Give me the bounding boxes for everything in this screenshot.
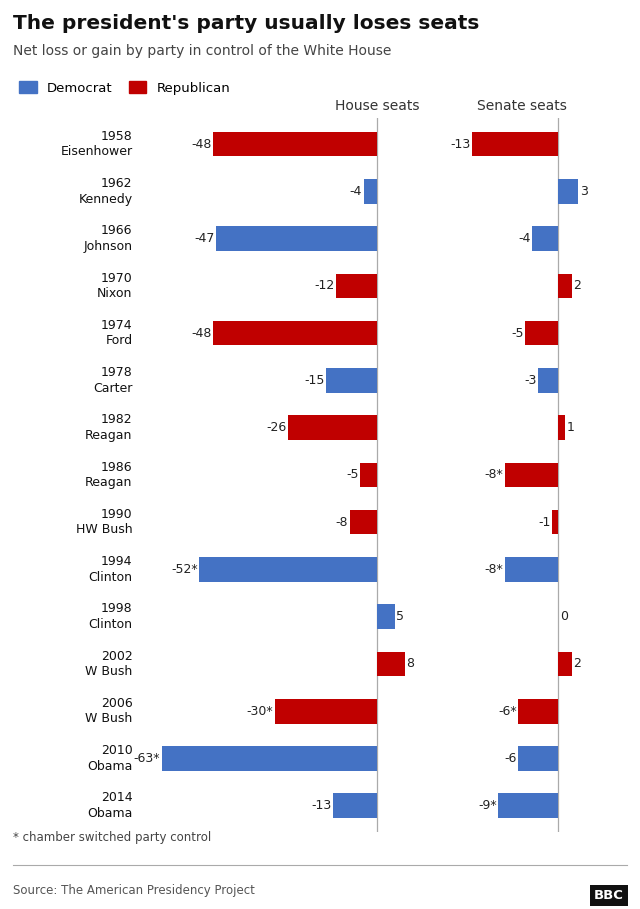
Text: 1966
Johnson: 1966 Johnson (83, 225, 132, 253)
Bar (350, 510, 378, 534)
Text: -30*: -30* (246, 704, 273, 718)
Bar (213, 132, 378, 156)
Text: -8*: -8* (485, 468, 504, 482)
Bar (199, 557, 378, 582)
Text: 1978
Carter: 1978 Carter (93, 366, 132, 395)
Bar (472, 132, 558, 156)
Legend: Democrat, Republican: Democrat, Republican (19, 81, 230, 95)
Bar (289, 415, 378, 440)
Text: -5: -5 (346, 468, 358, 482)
Text: -13: -13 (311, 799, 331, 813)
Bar (558, 415, 565, 440)
Text: Source: The American Presidency Project: Source: The American Presidency Project (13, 884, 255, 897)
Bar (216, 226, 378, 251)
Text: House seats: House seats (335, 99, 420, 114)
Bar (505, 557, 558, 582)
Bar (333, 794, 378, 818)
Bar (364, 179, 378, 204)
Text: The president's party usually loses seats: The president's party usually loses seat… (13, 14, 479, 33)
Text: Senate seats: Senate seats (477, 99, 566, 114)
Text: BBC: BBC (594, 889, 624, 902)
Bar (558, 652, 572, 676)
Text: -8: -8 (336, 515, 348, 529)
Text: 2002
W Bush: 2002 W Bush (85, 650, 132, 678)
Bar (558, 274, 572, 298)
Bar (532, 226, 558, 251)
Bar (518, 699, 558, 724)
Text: 2006
W Bush: 2006 W Bush (85, 697, 132, 725)
Text: 0: 0 (559, 610, 568, 624)
Text: 1958
Eisenhower: 1958 Eisenhower (60, 130, 132, 158)
Bar (360, 463, 378, 487)
Text: -52*: -52* (171, 563, 198, 576)
Bar (336, 274, 378, 298)
Text: 2010
Obama: 2010 Obama (87, 744, 132, 773)
Bar (378, 604, 394, 629)
Text: Net loss or gain by party in control of the White House: Net loss or gain by party in control of … (13, 44, 391, 57)
Bar (378, 652, 405, 676)
Text: -5: -5 (511, 326, 524, 340)
Bar (275, 699, 378, 724)
Text: 1970
Nixon: 1970 Nixon (97, 272, 132, 300)
Text: 1962
Kennedy: 1962 Kennedy (78, 177, 132, 205)
Text: 1990
HW Bush: 1990 HW Bush (76, 508, 132, 536)
Text: -47: -47 (195, 232, 214, 245)
Text: -8*: -8* (485, 563, 504, 576)
Bar (558, 179, 579, 204)
Bar (498, 794, 558, 818)
Text: -12: -12 (314, 279, 335, 293)
Text: -9*: -9* (478, 799, 497, 813)
Text: 2014
Obama: 2014 Obama (87, 792, 132, 820)
Text: * chamber switched party control: * chamber switched party control (13, 831, 211, 844)
Text: 3: 3 (580, 185, 588, 198)
Text: -6*: -6* (499, 704, 517, 718)
Text: -3: -3 (525, 374, 537, 387)
Text: 1986
Reagan: 1986 Reagan (85, 461, 132, 489)
Bar (552, 510, 558, 534)
Bar (161, 746, 378, 771)
Text: -4: -4 (518, 232, 531, 245)
Text: -26: -26 (266, 421, 287, 435)
Text: -15: -15 (304, 374, 324, 387)
Text: -63*: -63* (133, 752, 160, 765)
Text: -13: -13 (450, 137, 470, 151)
Bar (538, 368, 558, 393)
Text: -4: -4 (349, 185, 362, 198)
Text: 1994
Clinton: 1994 Clinton (88, 555, 132, 584)
Text: 2: 2 (573, 657, 581, 671)
Text: 2: 2 (573, 279, 581, 293)
Text: 8: 8 (406, 657, 415, 671)
Text: 1982
Reagan: 1982 Reagan (85, 414, 132, 442)
Bar (213, 321, 378, 345)
Text: 5: 5 (396, 610, 404, 624)
Text: 1974
Ford: 1974 Ford (101, 319, 132, 347)
Bar (505, 463, 558, 487)
Bar (326, 368, 378, 393)
Text: -1: -1 (538, 515, 550, 529)
Text: -48: -48 (191, 137, 211, 151)
Text: 1998
Clinton: 1998 Clinton (88, 603, 132, 631)
Text: -48: -48 (191, 326, 211, 340)
Bar (525, 321, 558, 345)
Text: 1: 1 (566, 421, 574, 435)
Text: -6: -6 (504, 752, 517, 765)
Bar (518, 746, 558, 771)
